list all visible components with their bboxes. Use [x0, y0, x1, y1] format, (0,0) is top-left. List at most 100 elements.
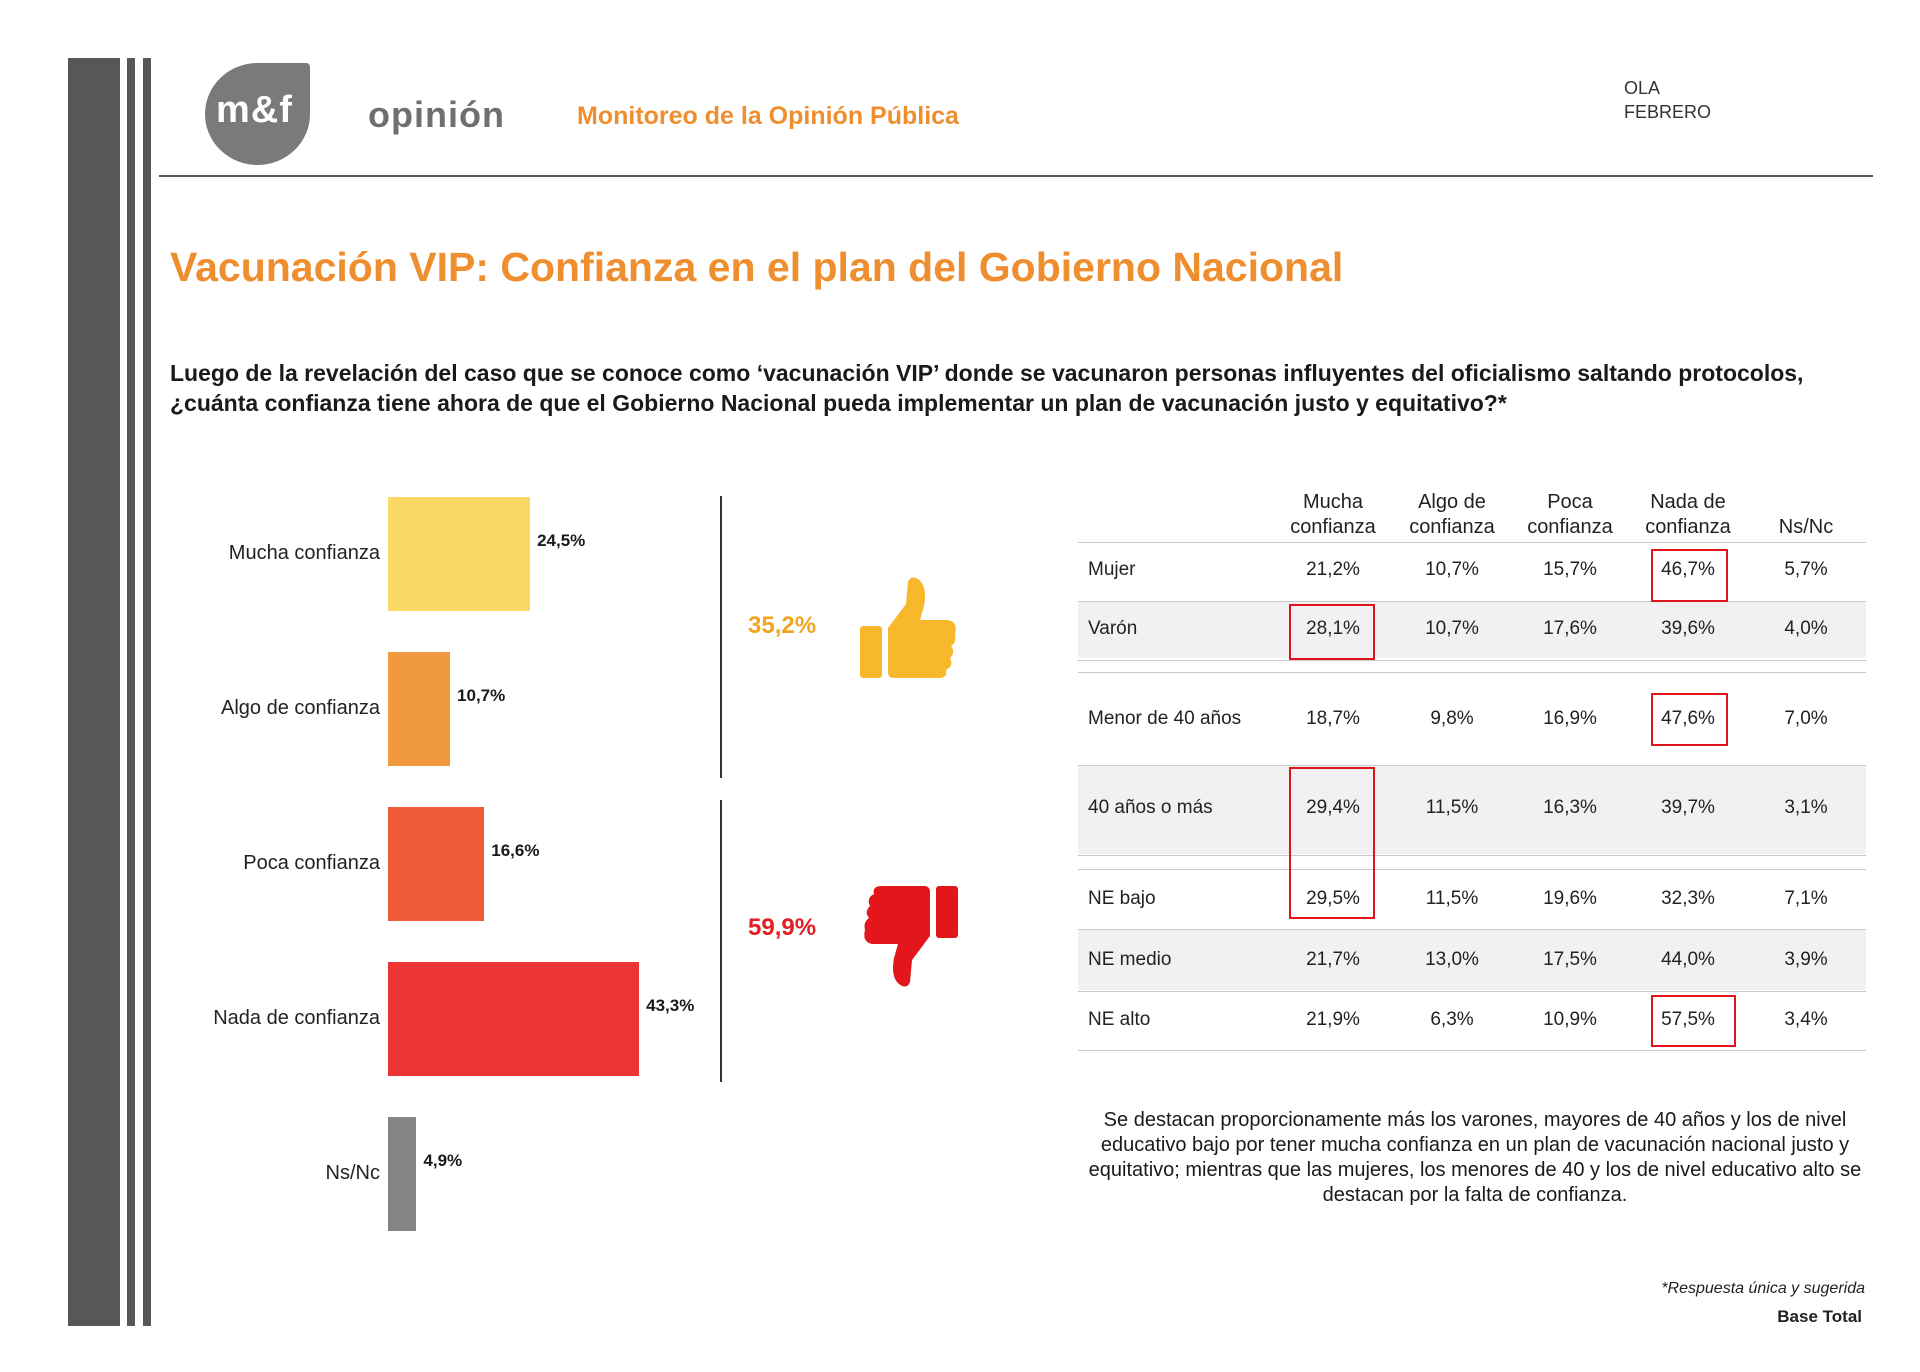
- table-cell: 57,5%: [1661, 1009, 1715, 1030]
- bar-category-label: Nada de confianza: [213, 1007, 380, 1029]
- table-cell: 3,9%: [1784, 949, 1828, 970]
- table-row-bg: [1078, 870, 1866, 928]
- table-row-bg: [1078, 544, 1866, 600]
- brand-name: opinión: [368, 94, 505, 135]
- bar-mucha-confianza: [388, 497, 531, 611]
- table-cell: 3,1%: [1784, 797, 1828, 818]
- bar-poca-confianza: [388, 807, 485, 921]
- header-algo-de-confianza: Algo de confianza: [1409, 491, 1495, 538]
- table-row-bg: [1078, 602, 1866, 658]
- table-rule: [1078, 869, 1866, 870]
- table-rule: [1078, 601, 1866, 602]
- table-cell: 19,6%: [1543, 888, 1597, 909]
- table-row-bg: [1078, 930, 1866, 990]
- highlight-40mas-nebajo-mucha: [1289, 767, 1375, 919]
- table-rule: [1078, 542, 1866, 543]
- table-rule: [1078, 765, 1866, 766]
- table-cell: 46,7%: [1661, 559, 1715, 580]
- table-cell: 18,7%: [1306, 708, 1360, 729]
- header-title: Monitoreo de la Opinión Pública: [577, 102, 959, 130]
- table-cell: 7,1%: [1784, 888, 1828, 909]
- header-poca-confianza: Poca confianza: [1527, 491, 1613, 538]
- header-ns-nc: Ns/Nc: [1778, 516, 1834, 538]
- table-row-label: Varón: [1088, 618, 1138, 639]
- table-cell: 32,3%: [1661, 888, 1715, 909]
- header-nada-de-confianza: Nada de confianza: [1645, 491, 1731, 538]
- table-cell: 7,0%: [1784, 708, 1828, 729]
- table-cell: 15,7%: [1543, 559, 1597, 580]
- negative-group-bracket: [720, 800, 722, 1082]
- bar-value-label: 16,6%: [491, 841, 540, 860]
- table-cell: 47,6%: [1661, 708, 1715, 729]
- bar-value-label: 24,5%: [537, 531, 586, 550]
- wave-line2: FEBRERO: [1624, 102, 1712, 122]
- table-cell: 10,7%: [1425, 559, 1479, 580]
- base-label: Base Total: [1777, 1307, 1862, 1326]
- table-cell: 21,7%: [1306, 949, 1360, 970]
- header-divider: [159, 175, 1873, 177]
- table-cell: 44,0%: [1661, 949, 1715, 970]
- footnote: *Respuesta única y sugerida: [1661, 1280, 1865, 1297]
- highlight-mujer-nada: [1651, 549, 1728, 602]
- table-cell: 10,7%: [1425, 618, 1479, 639]
- header-mucha-confianza: Mucha confianza: [1290, 491, 1376, 538]
- table-row-label: NE bajo: [1088, 888, 1156, 909]
- table-cell: 4,0%: [1784, 618, 1828, 639]
- table-row-label: Menor de 40 años: [1088, 708, 1242, 729]
- table-cell: 29,4%: [1306, 797, 1360, 818]
- positive-total: 35,2%: [748, 612, 817, 639]
- page-title: Vacunación VIP: Confianza en el plan del…: [170, 244, 1344, 290]
- analysis-note: Se destacan proporcionamente más los var…: [1088, 1109, 1862, 1206]
- wave-line1: OLA: [1624, 78, 1661, 98]
- logo-badge: [205, 63, 310, 165]
- table-row-label: NE medio: [1088, 949, 1172, 970]
- table-cell: 17,6%: [1543, 618, 1597, 639]
- bar-nada-de-confianza: [388, 962, 640, 1076]
- table-cell: 21,9%: [1306, 1009, 1360, 1030]
- table-cell: 13,0%: [1425, 949, 1479, 970]
- decor-stripe-wide: [68, 58, 120, 1326]
- table-cell: 3,4%: [1784, 1009, 1828, 1030]
- table-cell: 17,5%: [1543, 949, 1597, 970]
- table-cell: 11,5%: [1425, 888, 1479, 909]
- table-rule: [1078, 929, 1866, 930]
- highlight-menor40-nada: [1651, 693, 1728, 746]
- table-cell: 39,6%: [1661, 618, 1715, 639]
- thumbs-up-icon: [860, 577, 956, 678]
- table-rule: [1078, 1050, 1866, 1051]
- table-row-label: NE alto: [1088, 1009, 1151, 1030]
- decor-stripe-thin: [143, 58, 151, 1326]
- table-cell: 9,8%: [1430, 708, 1474, 729]
- table-row-label: 40 años o más: [1088, 797, 1213, 818]
- bar-value-label: 4,9%: [423, 1151, 463, 1170]
- bar-category-label: Poca confianza: [243, 852, 380, 874]
- highlight-varon-mucha: [1289, 604, 1375, 660]
- table-cell: 16,9%: [1543, 708, 1597, 729]
- table-cell: 21,2%: [1306, 559, 1360, 580]
- bar-category-label: Mucha confianza: [228, 542, 380, 564]
- table-row-bg: [1078, 766, 1866, 854]
- table-rule: [1078, 991, 1866, 992]
- table-cell: 10,9%: [1543, 1009, 1597, 1030]
- wave-label: OLA FEBRERO: [1624, 76, 1711, 124]
- table-row-bg: [1078, 674, 1866, 764]
- bar-category-label: Algo de confianza: [220, 697, 380, 719]
- decor-stripe-mid: [127, 58, 135, 1326]
- bar-category-label: Ns/Nc: [325, 1162, 380, 1184]
- positive-group-bracket: [720, 496, 722, 778]
- table-cell: 5,7%: [1784, 559, 1828, 580]
- table-cell: 29,5%: [1306, 888, 1360, 909]
- table-cell: 6,3%: [1430, 1009, 1474, 1030]
- highlight-nealto-nada: [1651, 995, 1736, 1047]
- table-rule: [1078, 660, 1866, 661]
- bar-value-label: 43,3%: [646, 996, 695, 1015]
- table-cell: 39,7%: [1661, 797, 1715, 818]
- thumbs-down-icon: [864, 886, 958, 987]
- survey-question: Luego de la revelación del caso que se c…: [170, 360, 1804, 416]
- table-row-label: Mujer: [1088, 559, 1136, 580]
- table-cell: 11,5%: [1425, 797, 1479, 818]
- table-rule: [1078, 672, 1866, 673]
- table-cell: 28,1%: [1306, 618, 1360, 639]
- negative-total: 59,9%: [748, 914, 817, 941]
- bar-ns-nc: [388, 1117, 417, 1231]
